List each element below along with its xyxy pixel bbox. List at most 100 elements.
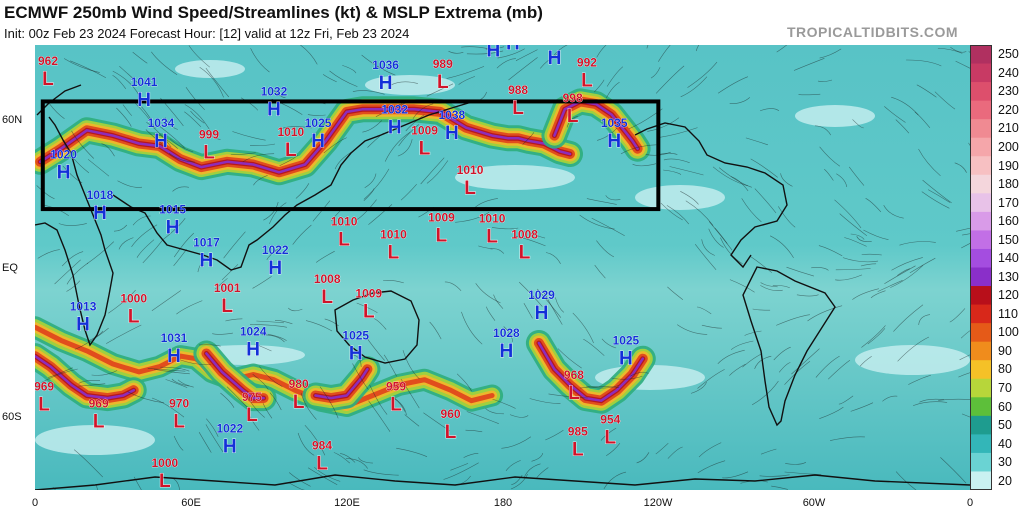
streamline (895, 119, 910, 134)
streamline (852, 288, 879, 300)
streamline (295, 183, 310, 199)
low-pressure-marker-value: 1010 (457, 163, 484, 177)
streamline (694, 244, 717, 270)
streamline (232, 131, 266, 141)
streamline (250, 48, 270, 73)
high-pressure-marker-symbol: H (200, 250, 214, 271)
streamline (272, 88, 286, 99)
streamline (852, 119, 864, 129)
streamline (153, 368, 190, 375)
streamline (443, 462, 479, 480)
colorbar-segment (970, 323, 992, 343)
streamline (606, 82, 620, 99)
colorbar-label: 130 (998, 269, 1019, 284)
high-pressure-marker-value: 1038 (439, 108, 466, 122)
streamline (870, 290, 886, 299)
streamline (877, 280, 903, 292)
streamline (807, 305, 843, 322)
high-pressure-marker-value: 1015 (159, 202, 186, 216)
streamline (64, 144, 90, 174)
streamline (173, 249, 187, 266)
colorbar-label: 210 (998, 121, 1019, 136)
colorbar-segment (970, 156, 992, 176)
streamline (466, 411, 499, 424)
wind-speed-colorbar (970, 45, 992, 490)
low-pressure-marker-symbol: L (93, 412, 105, 433)
streamline (611, 375, 643, 380)
colorbar-label: 200 (998, 139, 1019, 154)
low-pressure-marker-value: 1001 (214, 281, 241, 295)
low-pressure-markers: 962L999L1010L989L1009L1010L988L998L992L1… (35, 54, 621, 490)
streamline (744, 330, 762, 336)
streamline (954, 162, 967, 173)
coast-namerica (634, 122, 788, 269)
low-pressure-marker-symbol: L (436, 225, 448, 246)
streamline (772, 285, 790, 289)
streamline (501, 436, 532, 449)
streamline (165, 379, 188, 388)
streamline (861, 325, 886, 348)
streamline (429, 321, 442, 340)
low-pressure-marker-value: 962 (38, 54, 58, 68)
streamline (259, 366, 283, 387)
high-pressure-marker-value: 1031 (161, 331, 188, 345)
colorbar-segment (970, 45, 992, 65)
lat-label-60s: 60S (2, 411, 22, 423)
streamline (819, 146, 841, 167)
streamline (73, 449, 104, 478)
streamline (958, 372, 970, 378)
streamline (369, 384, 388, 415)
streamline (201, 129, 221, 140)
streamline (177, 379, 194, 388)
low-pressure-marker-value: 1008 (314, 272, 341, 286)
streamline (597, 127, 618, 141)
streamline (955, 60, 970, 69)
colorbar-segment (970, 100, 992, 120)
low-pressure-marker-value: 999 (199, 128, 219, 142)
streamline (412, 103, 434, 120)
streamline (162, 218, 186, 240)
streamline (914, 111, 931, 128)
streamline (861, 253, 882, 256)
colorbar-segment (970, 341, 992, 361)
streamline (458, 76, 476, 85)
colorbar-segment (970, 174, 992, 194)
high-pressure-marker-symbol: H (619, 349, 633, 370)
streamline (771, 485, 788, 490)
streamline (173, 435, 184, 451)
streamline (655, 65, 685, 94)
streamline (384, 132, 411, 162)
streamline (206, 418, 219, 437)
streamline (486, 306, 496, 321)
streamline (545, 252, 561, 264)
streamline (596, 45, 607, 58)
streamline (450, 463, 469, 471)
streamline (133, 476, 142, 490)
streamline (86, 241, 115, 265)
streamline (358, 457, 373, 464)
streamline (240, 97, 259, 111)
colorbar-label: 180 (998, 177, 1019, 192)
streamline (132, 215, 151, 226)
high-pressure-marker-symbol: H (166, 217, 180, 238)
streamline (927, 189, 951, 203)
high-pressure-marker-symbol: H (267, 99, 281, 120)
streamline (890, 264, 924, 288)
streamline (205, 424, 224, 452)
colorbar-label: 30 (998, 455, 1012, 470)
low-pressure-marker-value: 959 (386, 380, 406, 394)
streamline (463, 453, 479, 458)
colorbar-label: 40 (998, 436, 1012, 451)
streamline (221, 264, 239, 281)
high-pressure-marker-value: 1029 (528, 288, 555, 302)
high-pressure-marker-symbol: H (167, 346, 181, 367)
streamline (172, 186, 189, 192)
